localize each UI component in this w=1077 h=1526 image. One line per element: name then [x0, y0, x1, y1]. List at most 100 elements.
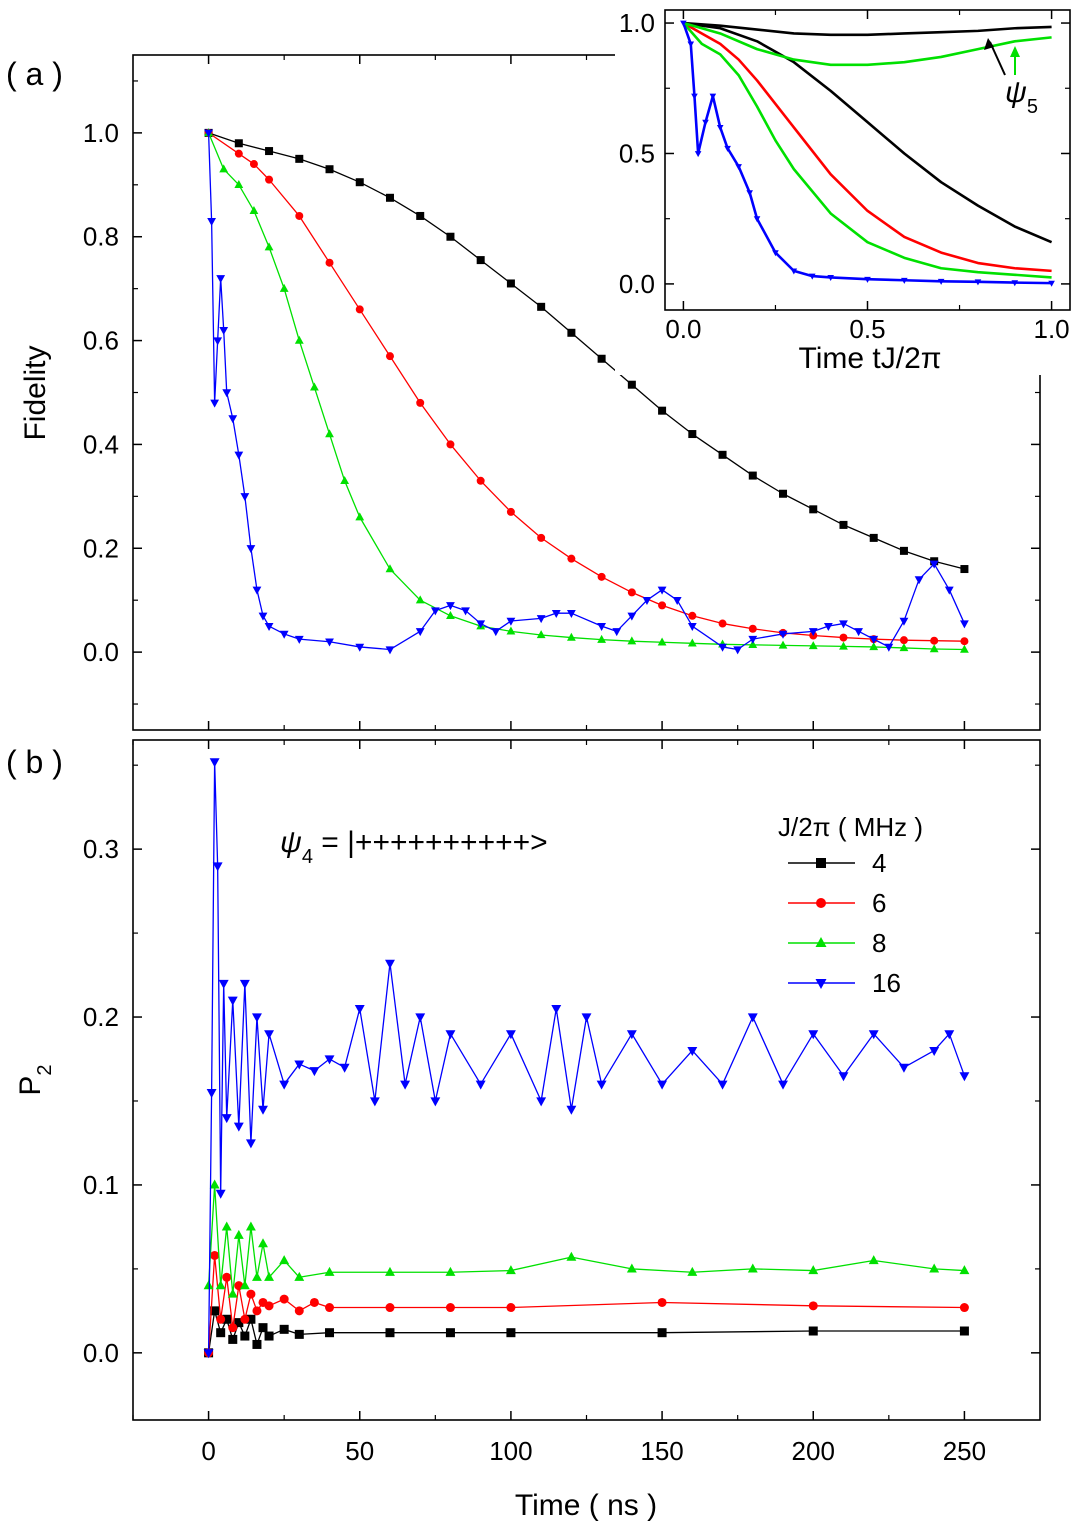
legend-marker-6 — [816, 898, 826, 908]
panel-b-series-8-point — [808, 1265, 819, 1275]
panel-b-series-6-point — [222, 1272, 232, 1282]
panel-a-series-8-point — [264, 242, 274, 251]
panel-a-series-4-point — [265, 147, 274, 156]
panel-a-series-8-point — [657, 637, 667, 646]
legend-title: J/2π ( MHz ) — [778, 812, 923, 842]
panel-a-series-8-point — [808, 641, 818, 650]
panel-a-series-6-point — [265, 175, 274, 184]
inset-series-6-line — [682, 21, 1052, 273]
panel-a-series-4-point — [597, 354, 606, 363]
panel-b-series-16-point — [717, 1080, 728, 1090]
panel-b-series-6-point — [264, 1301, 274, 1311]
panel-b-series-8-point — [626, 1263, 637, 1273]
panel-a-series-16-point — [234, 451, 244, 460]
panel-a-series-4-point — [839, 520, 848, 529]
panel-b-series-4-point — [264, 1331, 274, 1341]
panel-a-series-8-point — [627, 636, 637, 645]
panel-b-ylabel-subscript: 2 — [34, 1064, 56, 1075]
panel-a-series-8-point — [234, 180, 244, 189]
panel-b-series-6-point — [246, 1289, 256, 1299]
panel-a-series-4-point — [779, 489, 788, 498]
panel-b-series-4-point — [252, 1339, 262, 1349]
panel-b-ytick-label: 0.3 — [83, 834, 119, 864]
panel-a-series-4-line — [208, 132, 965, 570]
panel-a-series-4-point — [506, 279, 515, 288]
panel-a-series-6-point — [748, 624, 757, 633]
panel-b-series-8-point — [294, 1271, 305, 1281]
inset-xlabel: Time tJ/2π — [799, 342, 942, 375]
panel-a-series-4-point — [355, 178, 364, 187]
panel-b-series-4-point — [240, 1331, 250, 1341]
panel-a-series-8-point — [310, 382, 319, 391]
panel-b-series-8-point — [747, 1263, 758, 1273]
panel-b-series-6-point — [325, 1303, 335, 1313]
panel-a-series-16-point — [551, 609, 561, 618]
panel-b-series-16-point — [252, 1013, 262, 1023]
panel-a-series-6-point — [476, 476, 485, 485]
panel-b-xtick-label: 0 — [201, 1436, 215, 1466]
inset-series-16-point — [901, 277, 908, 284]
panel-b-series-16-point — [369, 1097, 380, 1107]
panel-a-series-16-point — [854, 628, 863, 637]
panel-b-xtick-label: 200 — [792, 1436, 835, 1466]
panel-b-series-4-point — [445, 1328, 455, 1338]
panel-a-series-4-point — [385, 193, 394, 202]
panel-b-series-6-point — [506, 1303, 516, 1313]
panel-b-series-16-point — [354, 1005, 365, 1015]
panel-b-series-16-point — [218, 979, 229, 989]
panel-a-series-6-point — [960, 637, 969, 646]
panel-b-series-16-point — [233, 1122, 244, 1132]
panel-a-series-16-point — [204, 129, 213, 138]
panel-a-ytick-label: 1.0 — [83, 118, 119, 148]
panel-a-series-16-point — [627, 612, 637, 621]
panel-a-series-16-point — [246, 545, 256, 554]
panel-b-series-16-point — [400, 1080, 411, 1090]
legend-label-6: 6 — [872, 888, 886, 918]
panel-b-series-6-point — [808, 1301, 818, 1311]
inset-series-16-point — [974, 279, 982, 286]
panel-b-series-4-point — [657, 1328, 667, 1338]
panel-b-series-4-point — [279, 1324, 289, 1334]
panel-b-series-8-point — [258, 1238, 268, 1248]
panel-a-series-8-point — [446, 610, 455, 619]
panel-a-series-16-point — [216, 275, 226, 284]
panel-a-series-8-point — [597, 634, 607, 643]
panel-a-series-6-point — [930, 636, 939, 645]
panel-a-series-6-point — [567, 554, 576, 563]
panel-a-series-6-point — [627, 588, 636, 597]
panel-b-series-16-point — [227, 996, 238, 1006]
panel-a-fidelity-plot: 0.0 0.2 0.4 0.6 0.8 1.0 Fidelity ( a ) — [6, 54, 1041, 731]
panel-a-series-8-point — [687, 638, 697, 647]
panel-b-series-16-point — [899, 1063, 909, 1073]
panel-a-series-16-point — [228, 415, 238, 424]
panel-b-series-4-point — [385, 1328, 395, 1338]
panel-a-series-16-point — [808, 628, 818, 637]
panel-a-series-6-point — [355, 305, 364, 314]
panel-b-series-16-point — [339, 1063, 350, 1073]
panel-b-series-8-point — [445, 1266, 456, 1276]
panel-a-ytick-label: 0.6 — [83, 326, 119, 356]
panel-b-series-16-point — [959, 1072, 970, 1082]
panel-a-series-16-point — [733, 646, 743, 655]
panel-b-series-8-point — [264, 1271, 274, 1281]
inset-series-16-point — [937, 278, 945, 285]
panel-b-ylabel: P2 — [14, 1064, 56, 1095]
inset-series-16-point — [724, 145, 731, 152]
panel-b-series-6-point — [309, 1297, 319, 1307]
inset-annotation: ψ5 — [1005, 76, 1038, 118]
panel-b-series-16-point — [566, 1105, 577, 1115]
panel-a-series-6-point — [295, 211, 304, 220]
panel-a-series-16-point — [491, 628, 501, 637]
panel-a-series-16-point — [672, 596, 682, 605]
inset-series-4-line — [683, 21, 1053, 244]
panel-a-series-16-point — [430, 607, 440, 616]
panel-a-series-16-point — [642, 596, 652, 605]
panel-b-series-4-point — [258, 1323, 268, 1333]
inset-series-4 (ψ₅)-line — [683, 21, 1052, 37]
inset-series-16-point — [716, 124, 724, 131]
panel-a-series-6-point — [506, 507, 515, 516]
panel-a-series-16-point — [506, 617, 516, 626]
panel-a-series-16-point — [219, 326, 229, 335]
panel-a-series-4-point — [869, 533, 878, 542]
panel-b-series-16-point — [430, 1097, 441, 1107]
